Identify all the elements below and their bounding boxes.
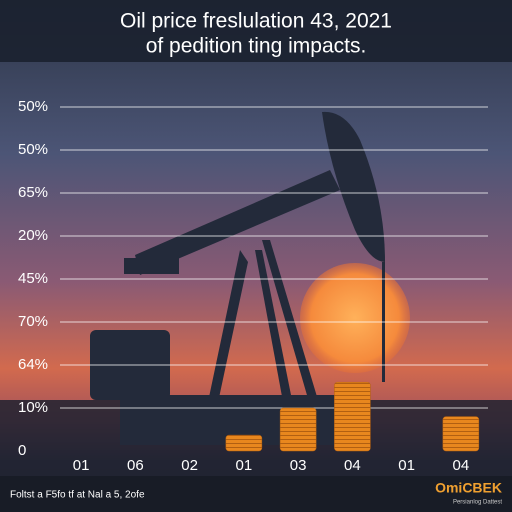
pumpjack	[90, 111, 385, 445]
footer-band	[0, 476, 512, 512]
y-tick-label: 65%	[18, 184, 48, 201]
y-tick-label: 20%	[18, 227, 48, 244]
x-tick-label: 06	[127, 457, 144, 474]
y-tick-label: 50%	[18, 98, 48, 115]
bar	[279, 407, 317, 452]
x-tick-label: 02	[181, 457, 198, 474]
chart-title: of pedition ting impacts.	[146, 35, 367, 58]
x-tick-label: 01	[398, 457, 415, 474]
y-tick-label: 70%	[18, 313, 48, 330]
y-tick-label: 64%	[18, 356, 48, 373]
bar	[225, 434, 263, 452]
logo: OmiCBEK	[435, 480, 502, 496]
x-tick-label: 01	[236, 457, 253, 474]
x-tick-label: 03	[290, 457, 307, 474]
y-tick-label: 45%	[18, 270, 48, 287]
x-tick-label: 01	[73, 457, 90, 474]
x-tick-label: 04	[453, 457, 470, 474]
footer-text: Foltst a F5fo tf at Nal a 5, 2ofe	[10, 490, 145, 501]
bar	[334, 381, 371, 452]
y-tick-label: 10%	[18, 399, 48, 416]
title-band	[0, 0, 512, 62]
y-tick-label: 0	[18, 442, 26, 459]
y-tick-label: 50%	[18, 141, 48, 158]
bar	[442, 416, 480, 452]
logo-subtitle: Persianlog Dattest	[453, 500, 502, 506]
x-tick-label: 04	[344, 457, 361, 474]
chart-title: Oil price freslulation 43, 2021	[120, 10, 392, 33]
plot: 0 10% 64% 70% 45% 20% 65% 50% 50% 01 06 02 01 03 04 01 0…	[18, 98, 488, 474]
